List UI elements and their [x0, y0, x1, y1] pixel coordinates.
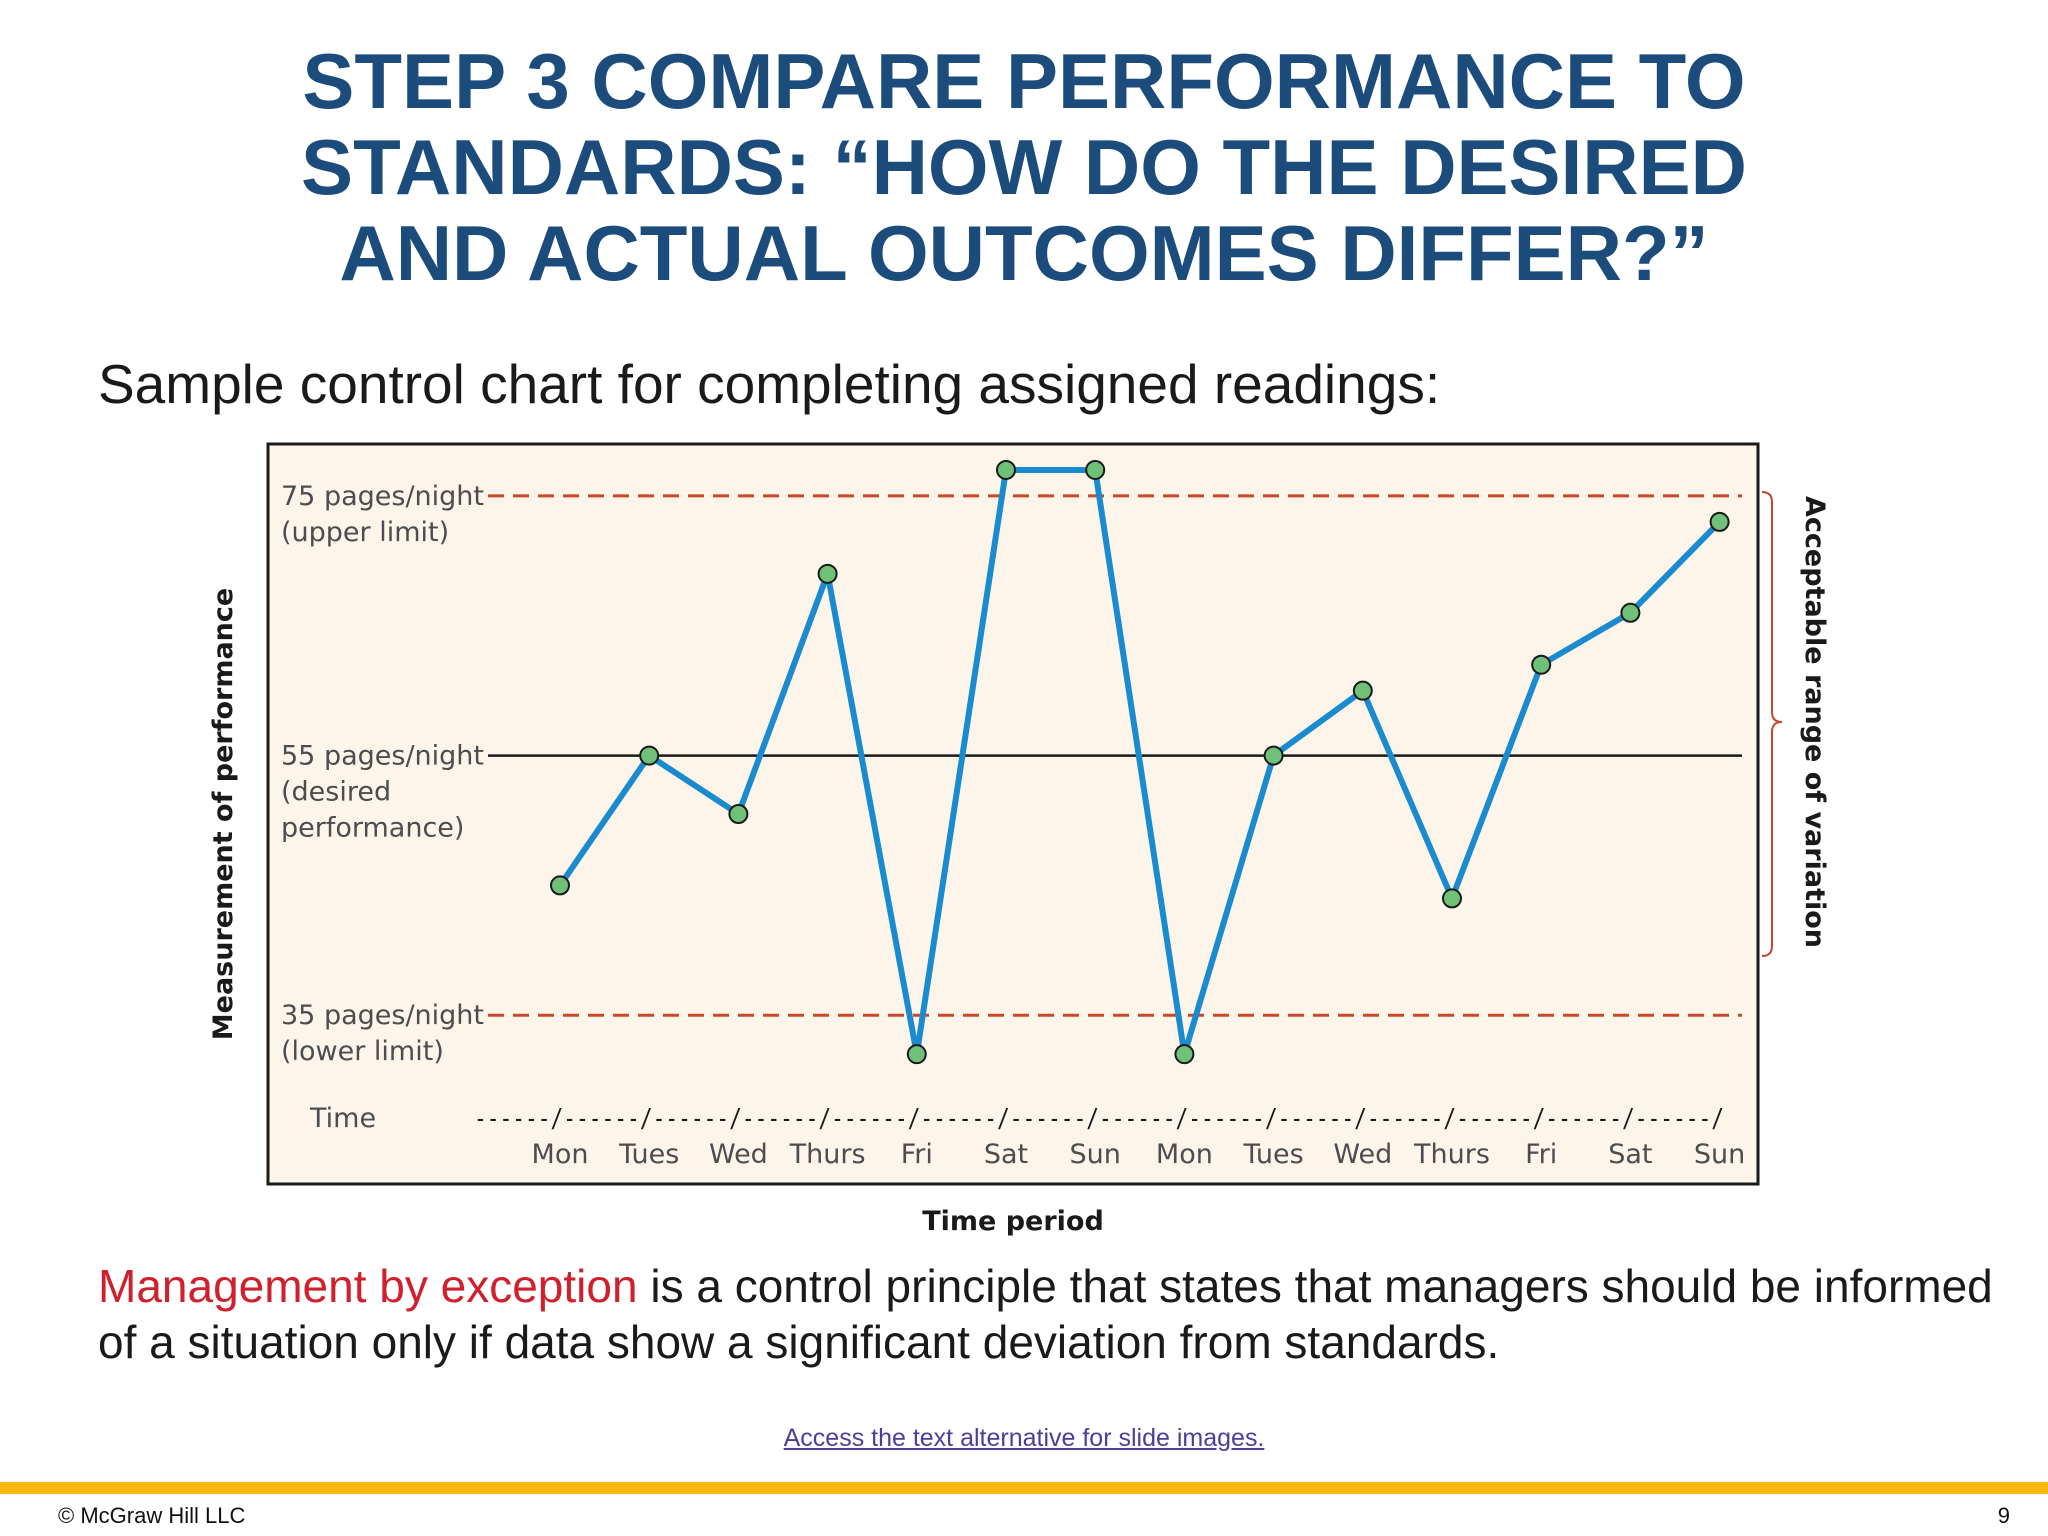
x-tick-3: Wed — [709, 1139, 768, 1170]
series-group — [550, 459, 1730, 1065]
y-axis-label: Measurement of performance — [208, 588, 239, 1040]
x-tick-11: Thurs — [1413, 1139, 1490, 1170]
range-label: Acceptable range of variation — [1799, 496, 1830, 948]
reference-label-55-line-1: 55 pages/night — [281, 741, 484, 772]
data-point-3 — [728, 804, 749, 824]
reference-label-75-line-2: (upper limit) — [281, 517, 449, 548]
range-brace — [1761, 491, 1783, 957]
reference-label-35-line-2: (lower limit) — [281, 1036, 444, 1067]
x-tick-13: Sat — [1608, 1139, 1652, 1170]
time-label: Time — [309, 1103, 376, 1134]
x-tick-14: Sun — [1694, 1139, 1745, 1170]
definition-text: is a control principle that states that … — [98, 1260, 1993, 1368]
title-line-3: AND ACTUAL OUTCOMES DIFFER?” — [339, 209, 1709, 297]
data-point-4 — [817, 563, 838, 584]
x-tick-labels: Mon Tues Wed Thurs Fri Sat Sun Mon Tues Wed Thurs F… — [532, 1139, 1746, 1170]
x-tick-6: Sat — [984, 1139, 1028, 1170]
data-point-10 — [1352, 680, 1373, 701]
data-point-2 — [639, 745, 660, 766]
time-axis-ticks: ------/------/------/------/------/-----… — [474, 1104, 1724, 1134]
x-tick-1: Mon — [532, 1139, 589, 1170]
x-tick-5: Fri — [901, 1139, 933, 1170]
reference-lines — [488, 494, 1742, 1017]
footer-accent-bar — [0, 1482, 2048, 1494]
data-point-13 — [1620, 602, 1641, 623]
x-tick-12: Fri — [1525, 1139, 1557, 1170]
slide-title: STEP 3 COMPARE PERFORMANCE TO STANDARDS:… — [0, 38, 2048, 296]
data-point-5 — [906, 1044, 927, 1065]
x-tick-9: Tues — [1243, 1139, 1304, 1170]
data-point-6 — [996, 459, 1016, 480]
data-point-12 — [1531, 654, 1552, 675]
chart-caption: Sample control chart for completing assi… — [98, 353, 1441, 415]
x-axis-label: Time period — [922, 1206, 1104, 1237]
reference-label-55-line-3: performance) — [281, 813, 464, 844]
copyright: © McGraw Hill LLC — [58, 1503, 246, 1528]
data-point-9 — [1263, 745, 1284, 766]
data-point-1 — [550, 875, 570, 896]
reference-label-75-line-1: 75 pages/night — [281, 481, 484, 512]
reference-label-55-line-2: (desired — [281, 777, 391, 808]
x-tick-10: Wed — [1333, 1139, 1392, 1170]
x-tick-2: Tues — [618, 1139, 679, 1170]
reference-labels: 75 pages/night (upper limit) 55 pages/nigh… — [281, 481, 484, 1067]
x-tick-4: Thurs — [789, 1139, 866, 1170]
data-point-7 — [1085, 459, 1106, 480]
x-tick-8: Mon — [1156, 1139, 1213, 1170]
text-alternative-link[interactable]: Access the text alternative for slide im… — [783, 1424, 1265, 1452]
data-point-8 — [1174, 1044, 1195, 1065]
plot-background — [266, 442, 1760, 1186]
definition-paragraph: Management by exception is a control pri… — [98, 1258, 1998, 1370]
title-line-2: STANDARDS: “HOW DO THE DESIRED — [301, 123, 1747, 211]
data-point-14 — [1709, 511, 1730, 532]
key-term: Management by exception — [98, 1260, 638, 1312]
title-line-1: STEP 3 COMPARE PERFORMANCE TO — [302, 37, 1746, 125]
page-number: 9 — [1997, 1503, 2010, 1528]
reference-label-35-line-1: 35 pages/night — [281, 1000, 484, 1031]
x-tick-7: Sun — [1070, 1139, 1121, 1170]
data-point-11 — [1442, 888, 1462, 909]
series-line — [557, 466, 1723, 1058]
